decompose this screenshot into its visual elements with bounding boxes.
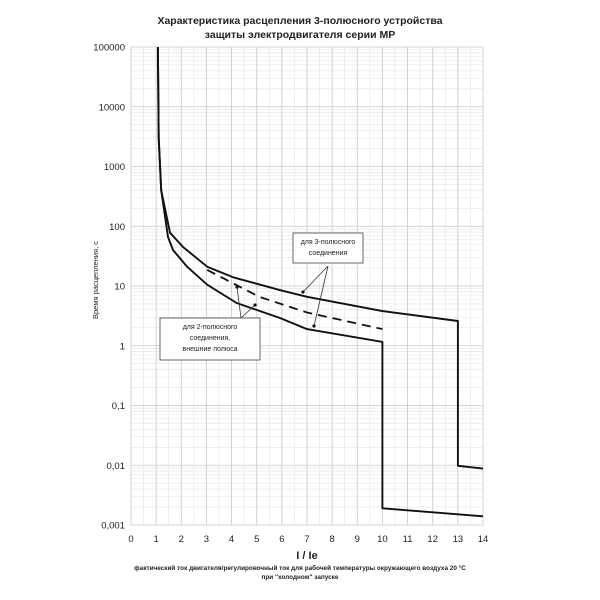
grid	[130, 46, 484, 526]
x-tick-label: 9	[355, 534, 360, 545]
x-tick-label: 0	[128, 534, 133, 545]
annotations: для 3-полюсного соединения для 2-полюсного…	[159, 232, 364, 361]
x-tick-label: 8	[329, 534, 334, 545]
dashed-curve	[206, 269, 383, 330]
x-tick-label: 11	[403, 534, 413, 545]
arrow-head	[301, 290, 305, 294]
annotation-text: соединения,	[190, 335, 231, 342]
x-tick-label: 6	[279, 534, 284, 545]
annotation-arrow	[236, 286, 242, 319]
y-tick-label: 0,001	[101, 521, 125, 532]
tick-labels: 0 1 2 3 4 5 6 7 8 9 10 11 12 13 1410000010000100010010…	[93, 43, 488, 546]
annotation-text: внешние полюса	[183, 346, 238, 353]
arrow-head	[235, 285, 239, 289]
chart-title-line2: защиты электродвигателя серии МР	[205, 29, 395, 41]
annotation-text: соединения	[309, 250, 348, 257]
x-tick-label: 5	[254, 534, 259, 545]
x-axis-label: I / Ie	[296, 550, 317, 562]
annotation-arrow	[313, 265, 329, 327]
y-tick-label: 10	[114, 282, 125, 293]
x-tick-label: 7	[304, 534, 309, 545]
annotation-text: для 2-полюсного	[183, 324, 238, 331]
x-tick-label: 1	[153, 534, 158, 545]
annotation-box	[292, 232, 364, 264]
x-tick-label: 4	[229, 534, 234, 545]
arrow-head	[312, 324, 316, 328]
x-tick-label: 2	[179, 534, 184, 545]
x-tick-label: 14	[478, 534, 489, 545]
x-tick-label: 12	[427, 534, 438, 545]
x-tick-label: 10	[377, 534, 388, 545]
annotation-arrow	[240, 304, 256, 319]
y-tick-label: 1000	[104, 162, 125, 173]
x-axis-note-line2: при "холодном" запуске	[262, 574, 339, 581]
y-tick-label: 0,01	[107, 461, 126, 472]
chart-title-line1: Характеристика расцепления 3-полюсного у…	[157, 15, 442, 27]
y-tick-label: 100	[109, 222, 125, 233]
series-group	[156, 46, 484, 518]
annotation-box	[159, 317, 261, 361]
y-tick-label: 100000	[93, 43, 125, 54]
x-axis-note-line1: фактический ток двигателя/регулировочный…	[134, 564, 466, 572]
annotation-text: для 3-полюсного	[301, 239, 356, 246]
annotation-arrow	[302, 265, 329, 293]
y-tick-label: 0,1	[112, 401, 125, 412]
trip-curve-2	[156, 46, 484, 518]
x-tick-label: 3	[204, 534, 209, 545]
y-tick-label: 1	[120, 341, 125, 352]
arrow-head	[253, 303, 257, 307]
y-tick-label: 10000	[99, 102, 125, 113]
x-tick-label: 13	[453, 534, 464, 545]
y-axis-label: Время расцепления, с	[91, 241, 100, 319]
